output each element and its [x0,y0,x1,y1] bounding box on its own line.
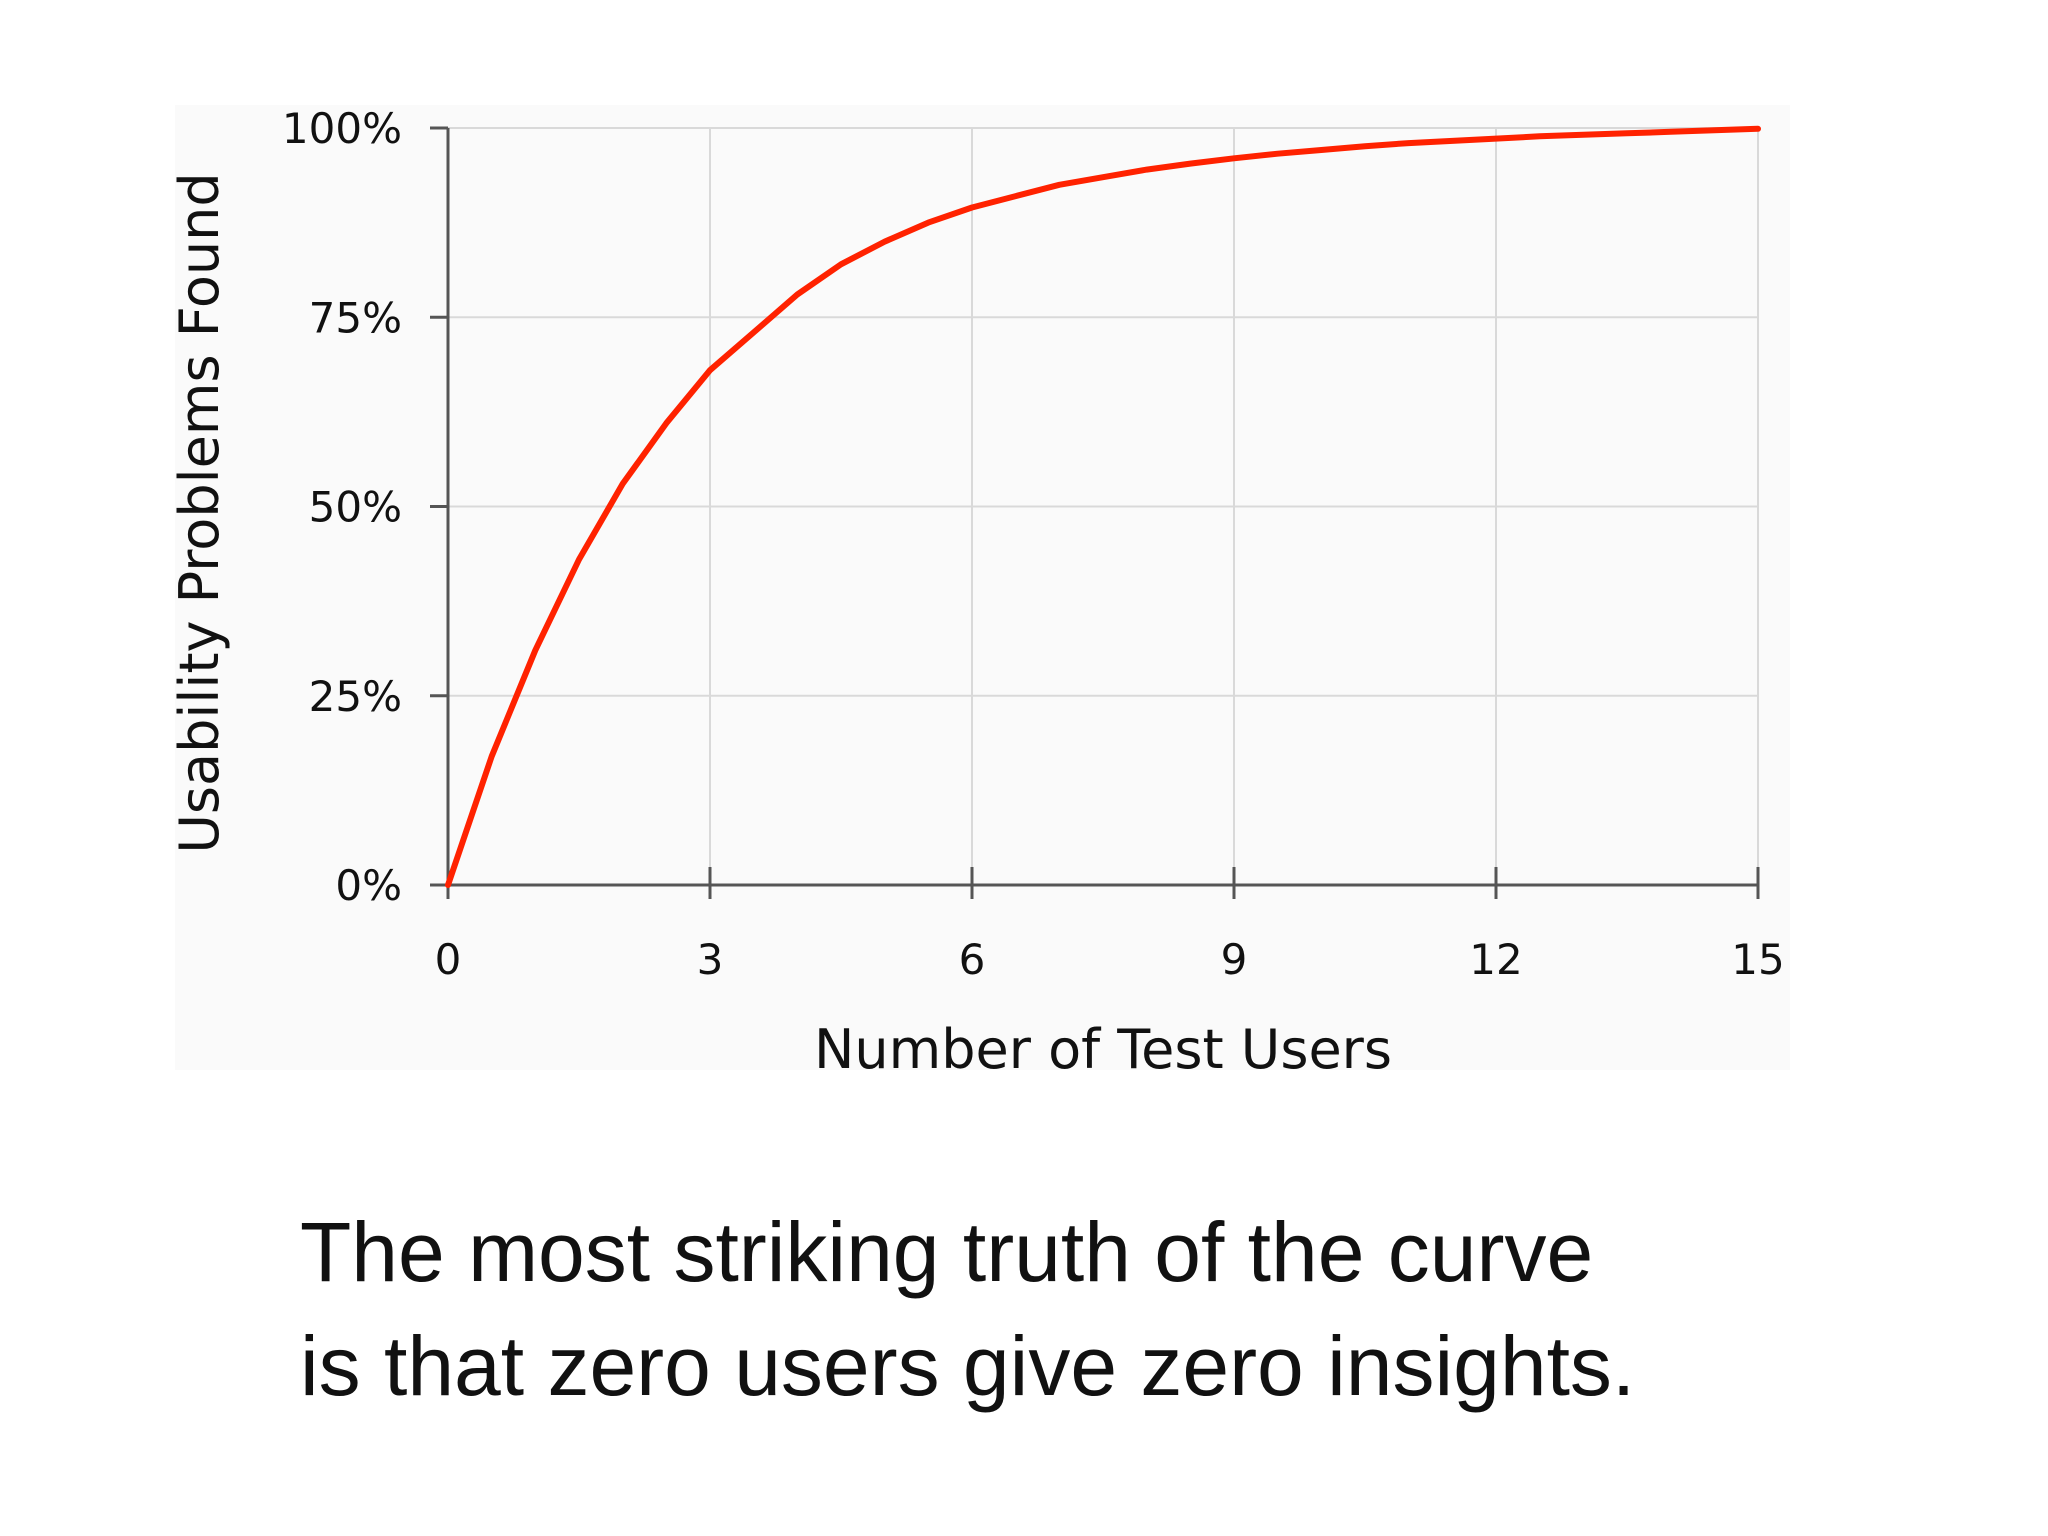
axis-ticks [430,126,1760,899]
y-tick-label-4: 100% [282,104,402,153]
y-tick-label-0: 0% [335,861,402,910]
y-tick-label-1: 25% [309,672,402,721]
x-tick-label-0: 0 [435,935,462,984]
tick-labels: 0% 25% 50% 75% 100% 0 3 6 9 12 15 [282,104,1785,984]
caption-text: The most striking truth of the curve is … [300,1195,1900,1423]
axes [446,128,1758,899]
x-tick-label-5: 15 [1731,935,1784,984]
y-tick-label-3: 75% [309,293,402,342]
x-tick-label-2: 6 [959,935,986,984]
y-tick-label-2: 50% [309,483,402,532]
chart-panel [175,105,1790,1070]
x-tick-label-1: 3 [697,935,724,984]
series-layer [445,125,1761,888]
y-axis-title: Usability Problems Found [168,172,231,853]
series-line-0 [445,125,1761,888]
grid-lines [447,127,1759,886]
caption-line-1: The most striking truth of the curve [300,1205,1594,1299]
x-tick-label-3: 9 [1221,935,1248,984]
x-tick-label-4: 12 [1469,935,1522,984]
x-axis-title: Number of Test Users [814,1018,1392,1081]
caption-line-2: is that zero users give zero insights. [300,1319,1636,1413]
